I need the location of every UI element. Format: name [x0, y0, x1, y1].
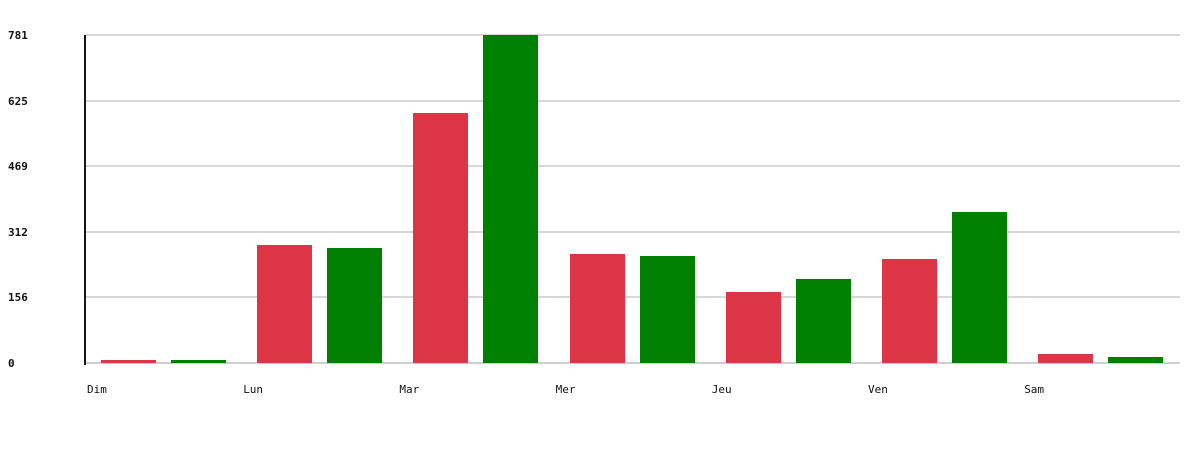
bar-green-lun	[327, 248, 383, 363]
bar-green-jeu	[795, 279, 851, 363]
gridline-y-625	[86, 99, 1180, 102]
x-axis-label-ven: Ven	[868, 383, 888, 396]
x-axis-label-mar: Mar	[399, 383, 420, 396]
bar-red-ven	[882, 258, 937, 363]
x-axis-label-mer: Mer	[555, 383, 576, 396]
y-axis-tick-label: 625	[8, 94, 28, 108]
bar-red-mar	[413, 113, 469, 363]
y-axis-line	[84, 35, 86, 365]
x-axis-label-jeu: Jeu	[711, 383, 732, 396]
y-axis-tick-label: 469	[8, 160, 28, 174]
bar-green-dim	[171, 360, 226, 363]
bar-red-mer	[569, 254, 625, 363]
bar-green-mar	[483, 35, 539, 363]
gridline-y-312	[86, 230, 1180, 233]
y-axis-tick-label: 781	[8, 29, 28, 42]
bar-red-lun	[257, 244, 313, 363]
bar-red-sam	[1038, 354, 1094, 363]
gridline-y-0	[86, 362, 1180, 364]
bar-red-jeu	[725, 292, 781, 363]
y-axis-tick-label: 156	[8, 291, 28, 305]
bar-green-sam	[1108, 357, 1164, 363]
bar-green-ven	[952, 212, 1007, 363]
x-axis-label-dim: Dim	[87, 383, 107, 396]
y-axis-tick-label: 0	[8, 357, 15, 370]
gridline-y-781	[86, 34, 1180, 36]
gridline-y-156	[86, 296, 1180, 299]
gridline-y-469	[86, 165, 1180, 168]
bar-green-mer	[639, 255, 695, 363]
plot-area	[84, 34, 1180, 365]
bar-red-dim	[101, 359, 156, 363]
x-axis-label-lun: Lun	[243, 383, 264, 396]
x-axis-label-sam: Sam	[1024, 383, 1045, 396]
y-axis-tick-label: 312	[8, 225, 28, 239]
